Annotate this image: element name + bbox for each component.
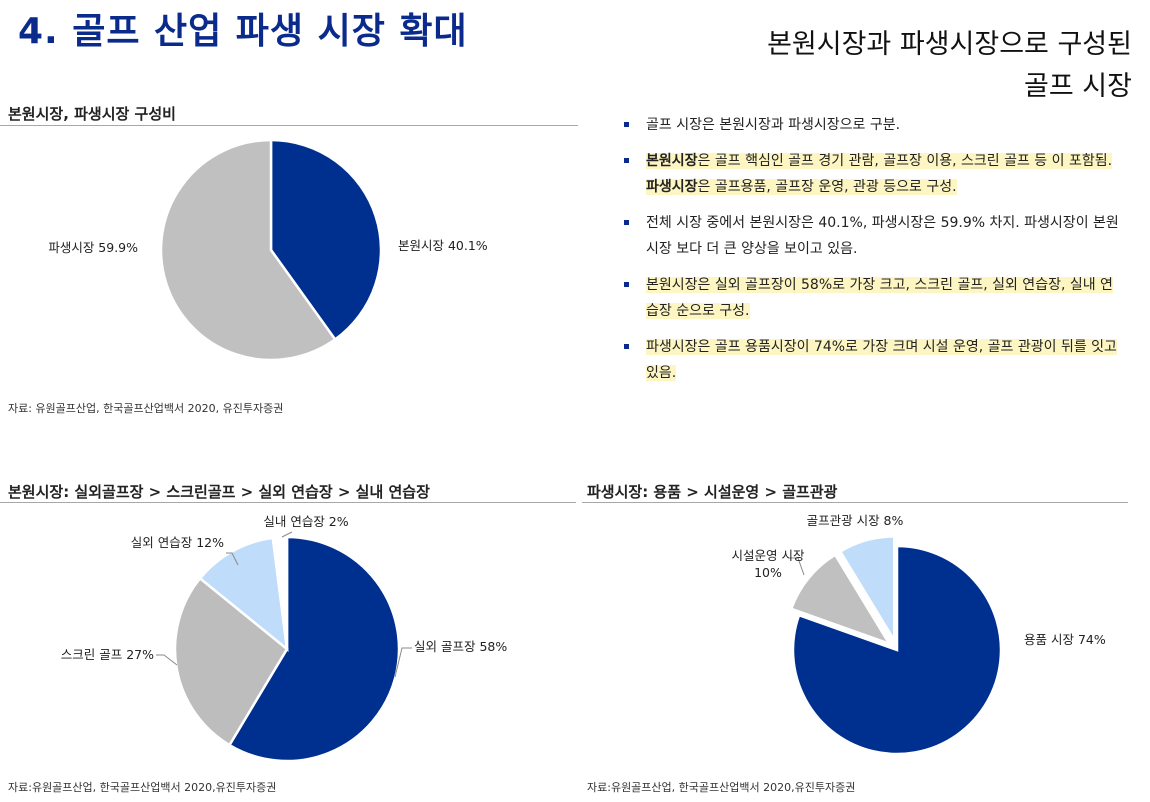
headline-line-1: 본원시장과 파생시장으로 구성된 [767, 29, 1132, 60]
bullet-item: 파생시장은 골프 용품시장이 74%로 가장 크며 시설 운영, 골프 관광이 … [622, 334, 1122, 386]
pie-slice [791, 544, 1003, 756]
pie-slice [198, 536, 289, 652]
headline-line-2: 골프 시장 [1024, 71, 1132, 102]
bullet-item: 본원시장은 골프 핵심인 골프 경기 관람, 골프장 이용, 스크린 골프 등 … [622, 148, 1122, 200]
slice-label: 시설운영 시장 [732, 548, 805, 563]
slice-label: 스크린 골프 27% [61, 647, 154, 662]
bullet-square-icon [624, 220, 629, 225]
chart3-title: 파생시장: 용품 > 시설운영 > 골프관광 [587, 483, 838, 501]
bullet-keyword: 파생시장 [646, 179, 698, 195]
chart2-rule [0, 502, 576, 503]
bullet-square-icon [624, 282, 629, 287]
bullet-text: 파생시장은 골프 용품시장이 74%로 가장 크며 시설 운영, 골프 관광이 … [646, 339, 1117, 381]
slice-label: 파생시장 59.9% [48, 240, 138, 255]
bullet-text: 본원시장은 실외 골프장이 58%로 가장 크고, 스크린 골프, 실외 연습장… [646, 277, 1113, 319]
bullet-keyword: 본원시장 [646, 153, 698, 169]
leader-line [156, 654, 178, 666]
bullet-square-icon [624, 122, 629, 127]
bullet-text: 전체 시장 중에서 본원시장은 40.1%, 파생시장은 59.9% 차지. 파… [646, 215, 1119, 257]
bullet-text: 은 골프 핵심인 골프 경기 관람, 골프장 이용, 스크린 골프 등 이 포함… [697, 153, 1113, 169]
bullet-square-icon [624, 344, 629, 349]
bullet-text: 골프 시장은 본원시장과 파생시장으로 구분. [646, 117, 901, 133]
chart3-rule [582, 502, 1128, 503]
bullet-list: 골프 시장은 본원시장과 파생시장으로 구분. 본원시장은 골프 핵심인 골프 경… [622, 112, 1122, 396]
chart2-source: 자료:유원골프산업, 한국골프산업백서 2020,유진투자증권 [8, 781, 277, 794]
chart1-title: 본원시장, 파생시장 구성비 [8, 105, 176, 123]
chart1-source: 자료: 유원골프산업, 한국골프산업백서 2020, 유진투자증권 [8, 402, 284, 415]
bullet-text: 은 골프용품, 골프장 운영, 관광 등으로 구성. [697, 179, 957, 195]
leader-line [281, 531, 293, 538]
slice-label: 골프관광 시장 8% [807, 513, 904, 528]
bullet-item: 골프 시장은 본원시장과 파생시장으로 구분. [622, 112, 1122, 138]
slice-label: 실내 연습장 2% [263, 514, 348, 529]
pie-slice [173, 576, 289, 747]
slice-label: 실외 연습장 12% [131, 535, 224, 550]
pie-slice [269, 138, 383, 342]
chart1-pie: 본원시장 40.1% 파생시장 59.9% [48, 138, 488, 362]
pie-slice [271, 535, 289, 650]
page-title: 4. 골프 산업 파생 시장 확대 [18, 11, 468, 52]
chart3-source: 자료:유원골프산업, 한국골프산업백서 2020,유진투자증권 [587, 781, 856, 794]
slice-label: 10% [754, 565, 782, 580]
pie-slice [227, 535, 401, 763]
leader-line [226, 552, 239, 566]
chart2-title: 본원시장: 실외골프장 > 스크린골프 > 실외 연습장 > 실내 연습장 [8, 483, 430, 501]
slice-label: 실외 골프장 58% [414, 639, 507, 654]
bullet-item: 본원시장은 실외 골프장이 58%로 가장 크고, 스크린 골프, 실외 연습장… [622, 272, 1122, 324]
leader-line [394, 647, 412, 678]
chart3-pie: 용품 시장 74% 시설운영 시장 10% 골프관광 시장 8% [732, 513, 1106, 756]
chart1-rule [0, 125, 578, 126]
chart2-pie: 실외 골프장 58% 스크린 골프 27% 실외 연습장 12% 실내 연습장 2% [61, 514, 507, 763]
pie-slice [838, 535, 896, 645]
slice-label: 본원시장 40.1% [398, 238, 488, 253]
bullet-square-icon [624, 158, 629, 163]
slice-label: 용품 시장 74% [1024, 632, 1106, 647]
pie-slice [159, 138, 337, 362]
leader-line [788, 557, 805, 576]
pie-slice [789, 553, 893, 647]
bullet-item: 전체 시장 중에서 본원시장은 40.1%, 파생시장은 59.9% 차지. 파… [622, 210, 1122, 262]
